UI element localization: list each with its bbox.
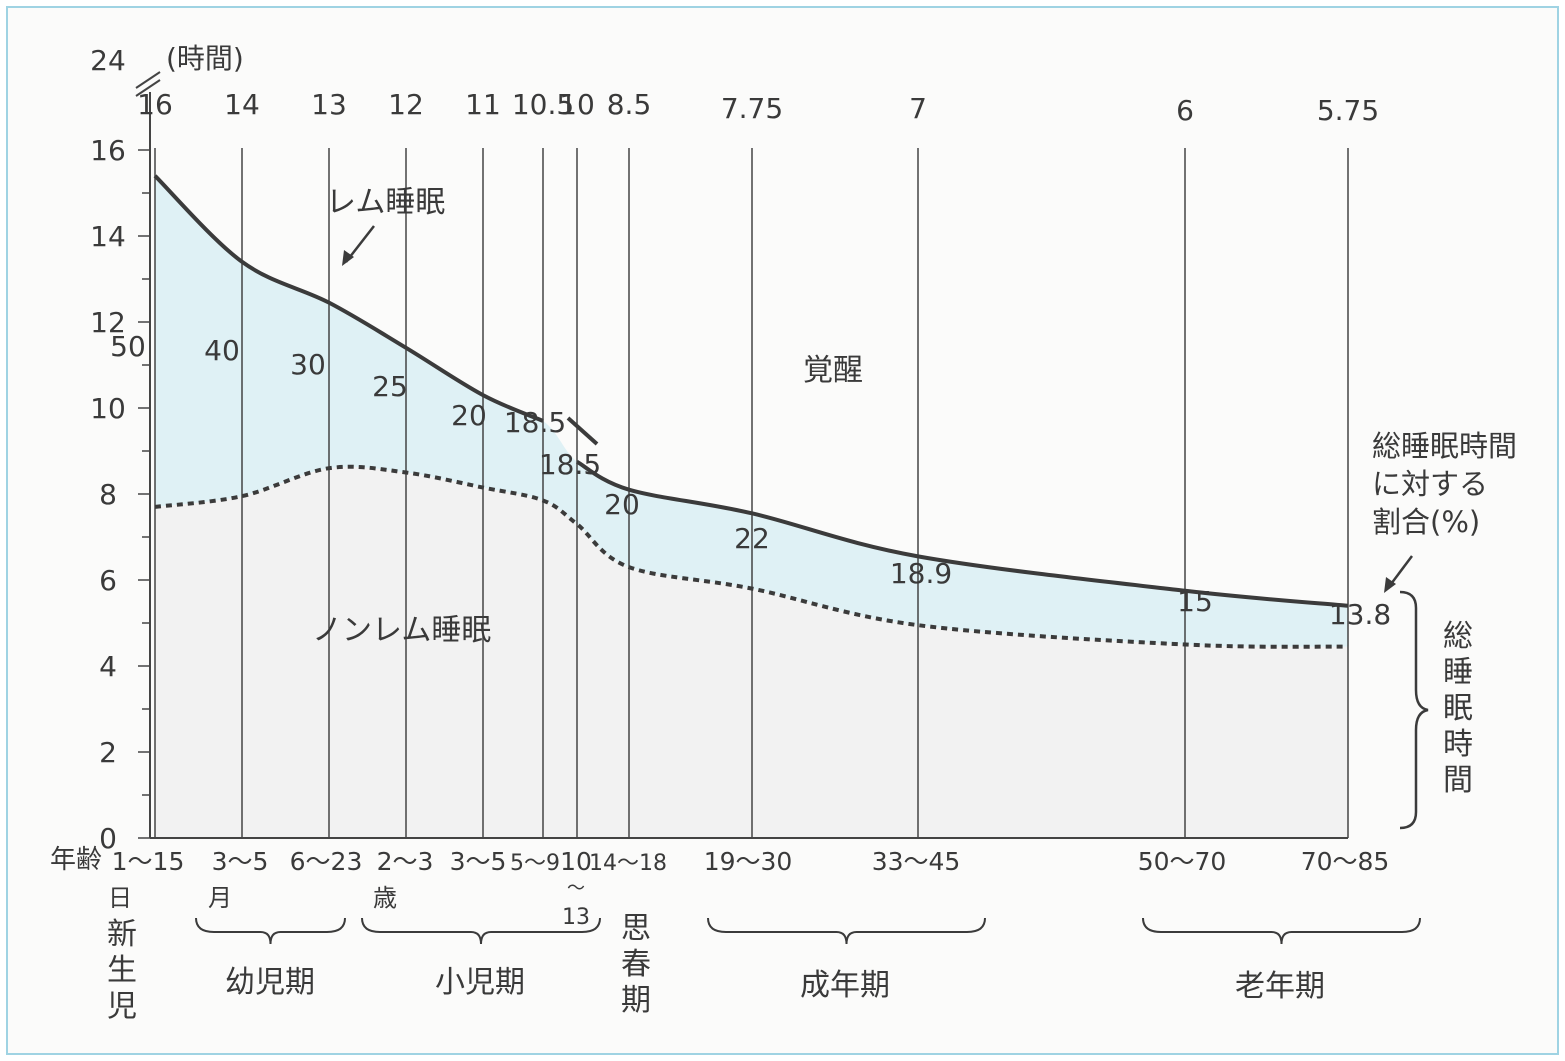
rem-percentage-label: 25 <box>372 370 408 403</box>
age-range-tilde: 〜 <box>567 878 585 899</box>
age-label: 2〜3 <box>377 847 434 876</box>
age-label: 19〜30 <box>704 847 793 876</box>
period-label-char: 期 <box>621 983 651 1018</box>
total-sleep-vertical-char: 睡 <box>1443 655 1473 690</box>
ratio-arrowhead <box>1384 577 1396 593</box>
total-sleep-label: 16 <box>137 88 173 121</box>
period-brace <box>1142 917 1421 945</box>
age-label: 14〜18 <box>589 851 667 876</box>
rem-percentage-label: 22 <box>734 522 770 555</box>
rem-percentage-label: 20 <box>604 488 640 521</box>
nonrem-curve <box>154 464 1349 649</box>
period-label-char: 生 <box>107 953 137 988</box>
total-sleep-vertical-char: 総 <box>1443 619 1473 654</box>
total-sleep-label: 14 <box>224 88 260 121</box>
total-sleep-curve-gap <box>566 416 599 446</box>
period-brace <box>361 917 601 945</box>
age-label: 6〜23 <box>290 847 363 876</box>
y-tick-label: 2 <box>99 736 117 769</box>
period-label-char: 思 <box>621 911 651 946</box>
total-sleep-label: 6 <box>1176 94 1194 127</box>
y-break-label: 24 <box>90 44 126 77</box>
age-label: 3〜5 <box>450 847 507 876</box>
awake-label: 覚醒 <box>803 353 863 388</box>
rem-percentage-label: 40 <box>204 334 240 367</box>
age-label: 70〜85 <box>1301 847 1390 876</box>
total-sleep-curve-early <box>153 174 544 423</box>
ratio-label-line: に対する <box>1372 467 1488 501</box>
rem-percentage-label: 50 <box>110 330 146 363</box>
y-tick-label: 16 <box>90 134 126 167</box>
y-axis-unit: (時間) <box>166 42 244 75</box>
total-sleep-label: 10.5 <box>512 88 574 121</box>
y-tick-label: 10 <box>90 392 126 425</box>
total-sleep-vertical-char: 眠 <box>1443 691 1473 726</box>
y-tick-label: 4 <box>99 650 117 683</box>
age-sub-label: 13 <box>562 905 590 930</box>
total-sleep-label: 7.75 <box>721 92 783 125</box>
total-sleep-label: 8.5 <box>607 88 652 121</box>
age-label: 10 <box>560 847 592 876</box>
y-tick-label: 8 <box>99 478 117 511</box>
y-tick-label: 14 <box>90 220 126 253</box>
age-axis-label: 年齢 <box>50 845 102 875</box>
y-axis-break-mark <box>135 71 161 89</box>
period-label: 老年期 <box>1235 969 1325 1004</box>
total-sleep-label: 5.75 <box>1317 94 1379 127</box>
rem-arrowhead <box>342 250 354 266</box>
y-axis-break-mark <box>135 79 161 97</box>
period-label: 幼児期 <box>225 965 315 1000</box>
rem-percentage-label: 18.5 <box>504 406 566 439</box>
age-label: 33〜45 <box>872 847 961 876</box>
total-sleep-label: 10 <box>559 88 595 121</box>
total-sleep-curve-late <box>575 459 1349 608</box>
age-unit-label: 月 <box>208 884 232 912</box>
period-label-char: 春 <box>621 947 651 982</box>
rem-percentage-label: 30 <box>290 348 326 381</box>
total-sleep-label: 13 <box>311 88 347 121</box>
period-brace <box>195 917 346 945</box>
age-unit-label: 歳 <box>373 884 397 912</box>
rem-percentage-label: 20 <box>451 399 487 432</box>
rem-percentage-label: 15 <box>1177 585 1213 618</box>
y-tick-label: 0 <box>99 822 117 855</box>
period-brace <box>707 917 986 945</box>
ratio-label-line: 割合(%) <box>1372 505 1480 539</box>
rem-percentage-label: 18.5 <box>539 448 601 481</box>
total-sleep-vertical-char: 時 <box>1443 727 1473 762</box>
period-label-char: 児 <box>107 989 137 1024</box>
period-label: 小児期 <box>435 965 525 1000</box>
total-sleep-brace <box>1399 590 1429 830</box>
age-label: 50〜70 <box>1138 847 1227 876</box>
age-label: 1〜15 <box>112 847 185 876</box>
age-unit-label: 日 <box>108 884 132 912</box>
rem-percentage-label: 18.9 <box>890 557 952 590</box>
age-label: 3〜5 <box>212 847 269 876</box>
total-sleep-label: 11 <box>465 88 501 121</box>
rem-percentage-label: 13.8 <box>1329 598 1391 631</box>
y-tick-label: 12 <box>90 306 126 339</box>
nonrem-sleep-label: ノンレム睡眠 <box>312 613 491 648</box>
total-sleep-vertical-char: 間 <box>1443 763 1473 798</box>
total-sleep-label: 12 <box>388 88 424 121</box>
y-tick-label: 6 <box>99 564 117 597</box>
period-label: 成年期 <box>800 968 890 1003</box>
age-label: 5〜9 <box>510 851 560 876</box>
period-label-char: 新 <box>107 917 137 952</box>
total-sleep-label: 7 <box>909 92 927 125</box>
ratio-label-line: 総睡眠時間 <box>1372 429 1517 463</box>
rem-sleep-label: レム睡眠 <box>326 185 445 220</box>
